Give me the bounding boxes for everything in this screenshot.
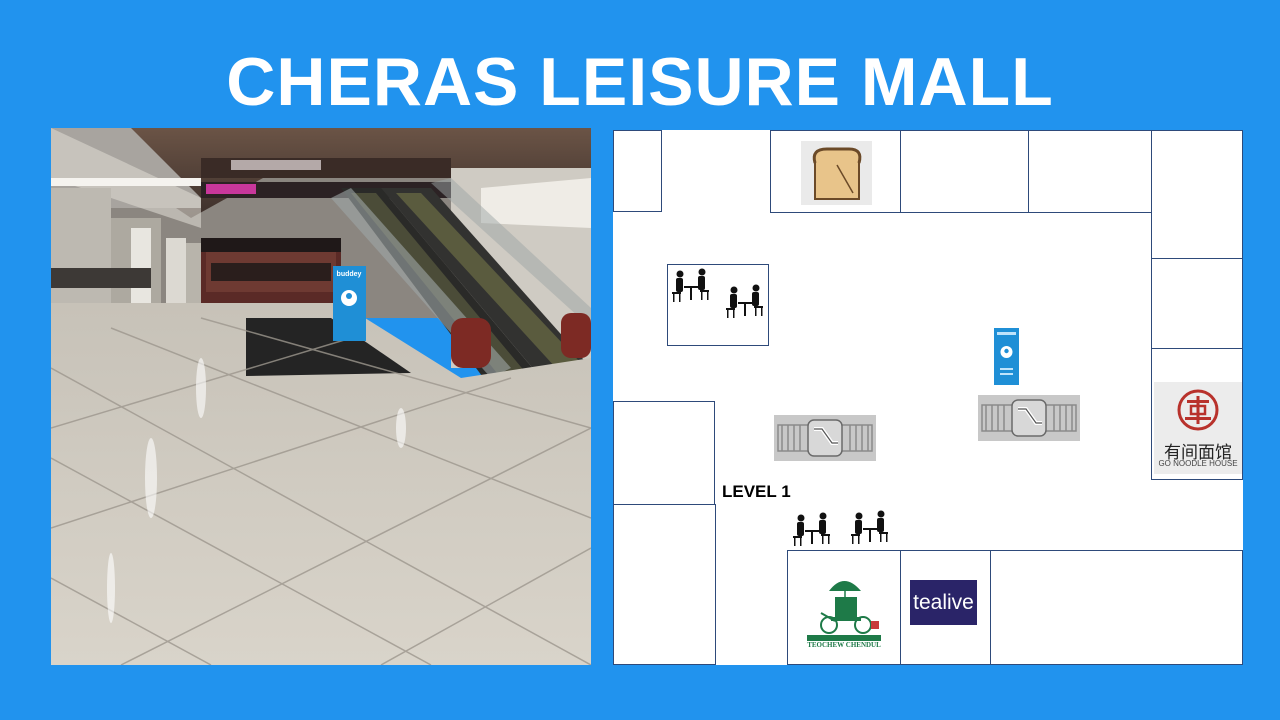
shop-unit[interactable] [1151,258,1243,350]
noodle-house-emblem-icon [1177,389,1219,431]
buddey-beacon-icon [994,328,1019,390]
dining-tables-icon [791,508,891,553]
dining-tables-icon [670,268,766,325]
bread-icon [801,141,872,205]
shop-unit[interactable] [1151,130,1243,260]
shop-unit[interactable] [900,130,1030,213]
noodle-house-chinese-name: 有间面馆 [1164,443,1232,463]
teochew-chendul-logo[interactable]: TEOCHEW CHENDUL [791,563,897,663]
floor-map: LEVEL 1 有间面馆 GO NOODLE HOUSE TEOCHEW CHE… [613,130,1243,665]
seating-area [667,264,769,346]
shop-unit[interactable] [613,401,715,506]
shop-unit[interactable] [613,130,662,212]
escalator-icon [978,395,1080,446]
go-noodle-house-logo[interactable]: 有间面馆 GO NOODLE HOUSE [1154,382,1242,474]
escalator-icon [774,415,876,466]
chendul-cart-icon [807,581,881,641]
page-title: CHERAS LEISURE MALL [226,44,1054,120]
shop-unit[interactable] [613,504,716,665]
svg-text:buddey: buddey [337,271,362,278]
noodle-house-english-name: GO NOODLE HOUSE [1158,459,1238,468]
level-label: LEVEL 1 [722,482,791,501]
chendul-name: TEOCHEW CHENDUL [807,641,881,649]
mall-photo: buddey [51,128,591,665]
shop-unit[interactable] [1028,130,1152,213]
tealive-logo[interactable]: tealive [910,580,977,625]
shop-unit[interactable] [990,550,1243,665]
